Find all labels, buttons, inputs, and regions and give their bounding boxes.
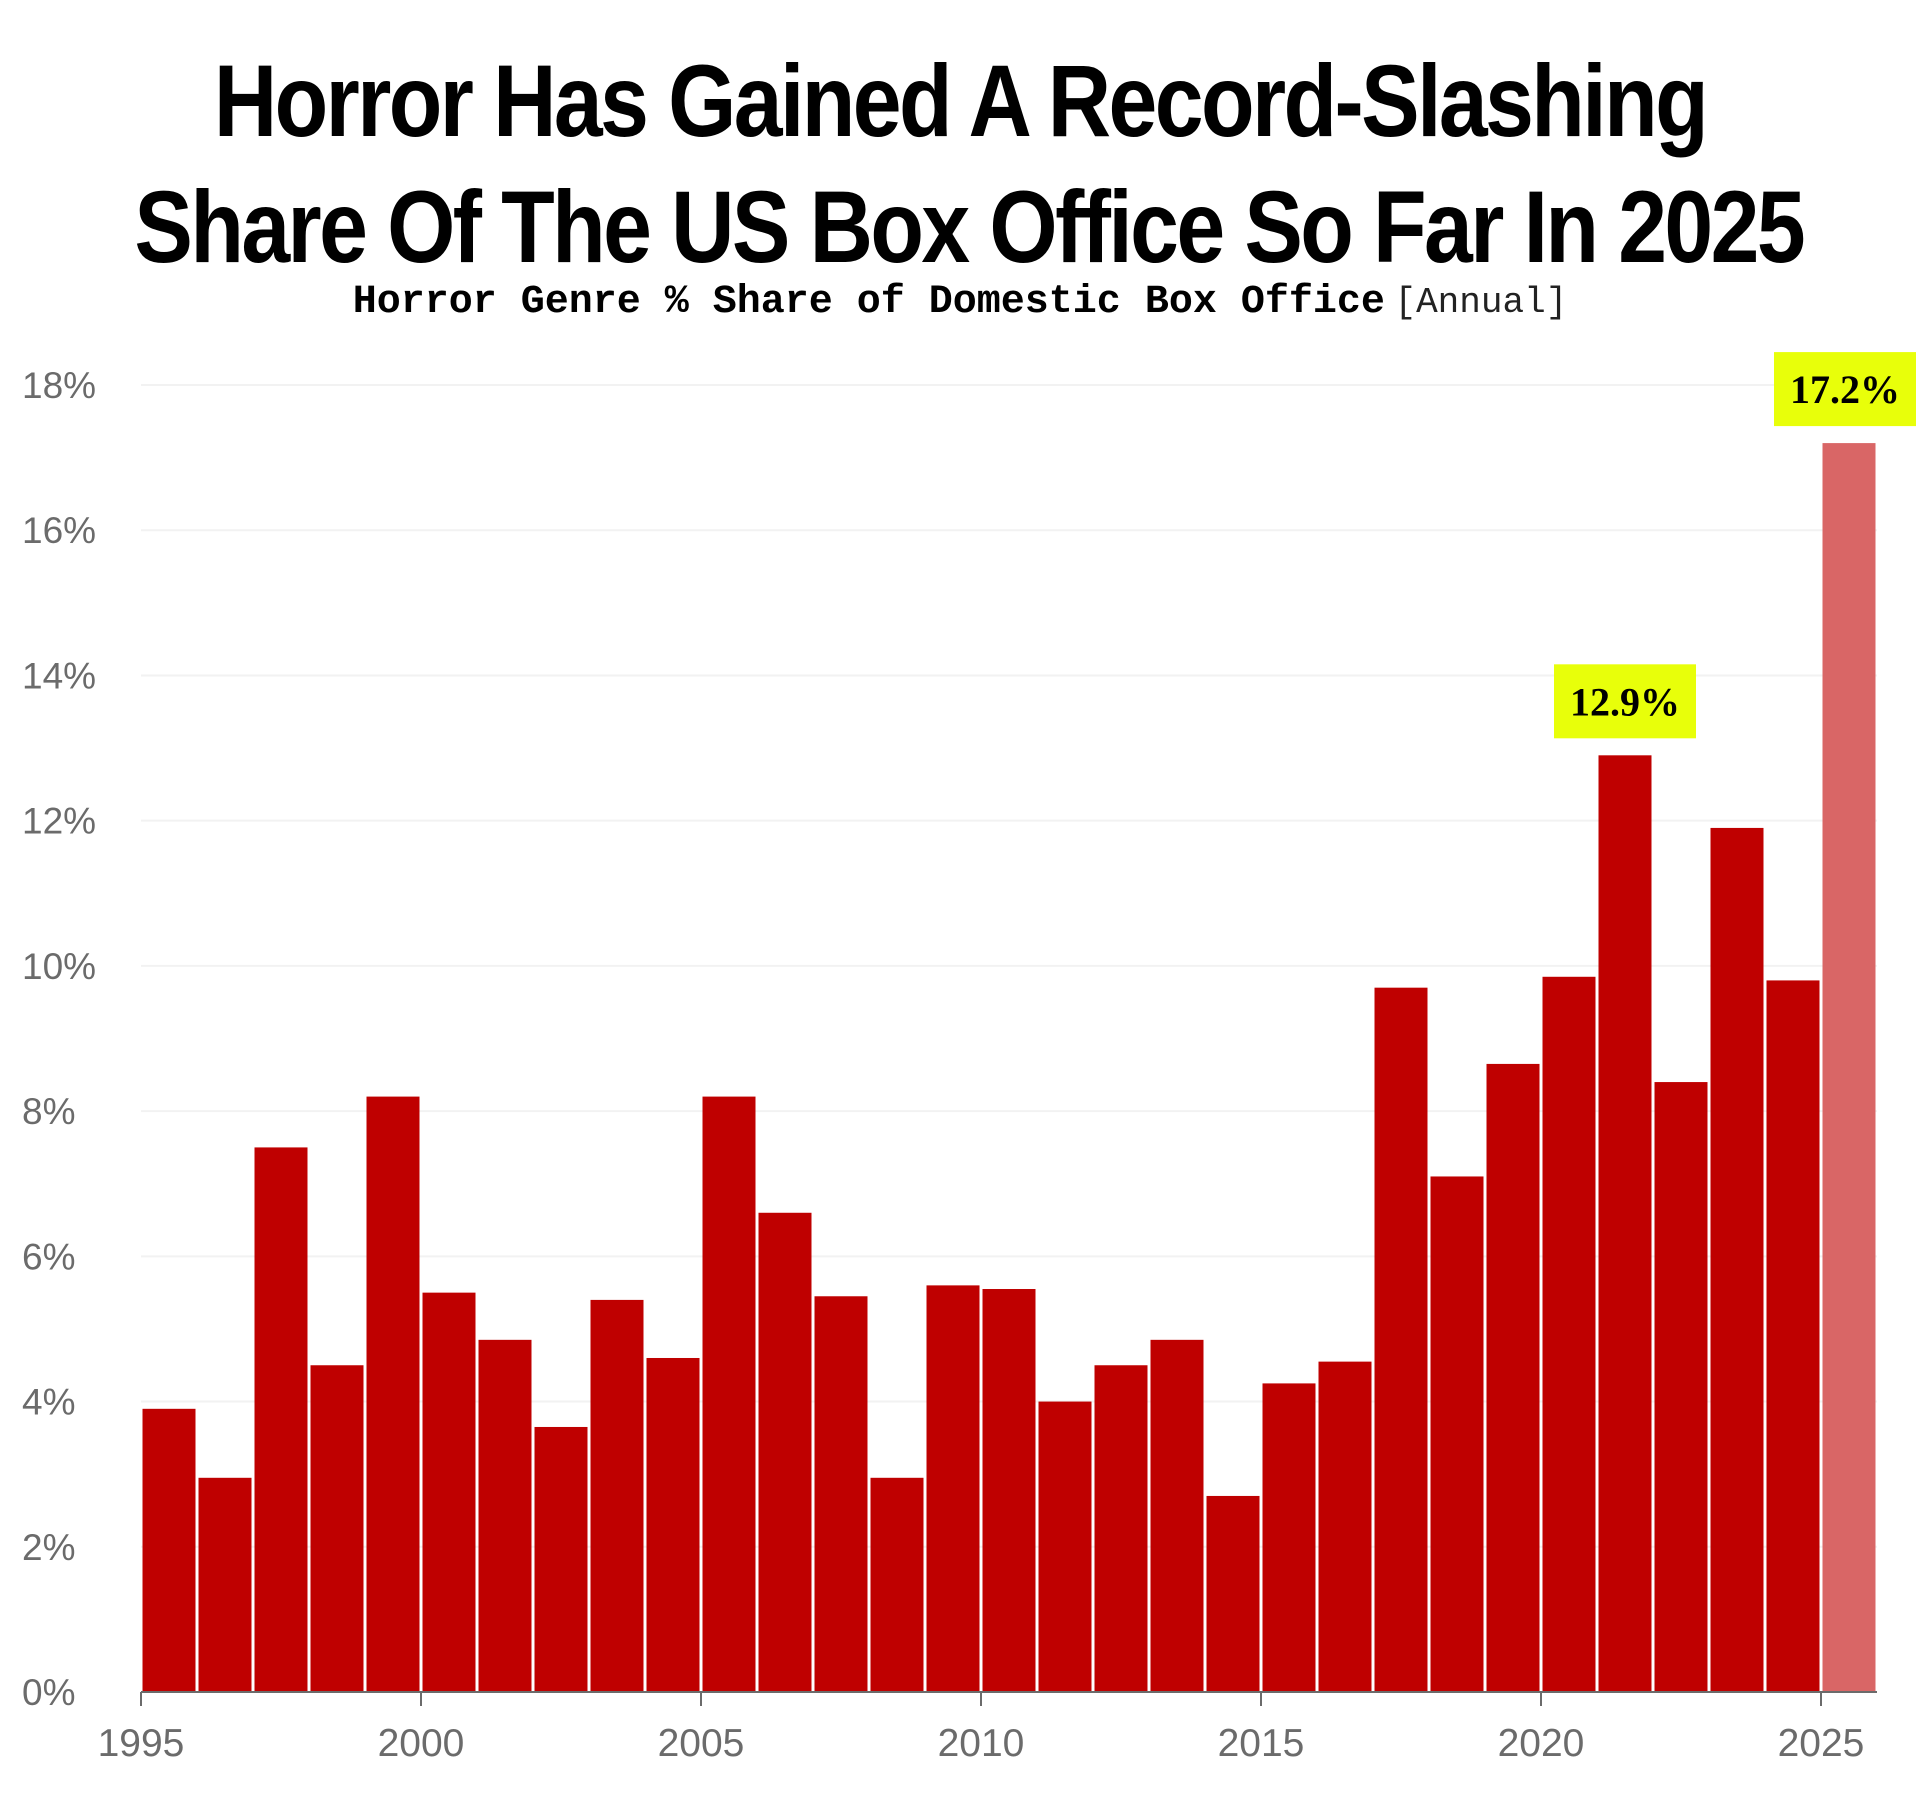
x-tick-label-2020: 2020 [1498, 1722, 1585, 1765]
y-tick-label-0pct: 0% [22, 1672, 75, 1713]
bar-2025 [1822, 443, 1876, 1693]
bar-2005 [702, 1096, 756, 1692]
chart-title: Horror Has Gained A Record-Slashing Shar… [134, 38, 1805, 290]
bar-2012 [1094, 1365, 1148, 1692]
callout-box-2025 [1774, 352, 1916, 427]
y-tick-label-8pct: 8% [22, 1091, 75, 1132]
bar-2020 [1542, 976, 1596, 1692]
callouts: 12.9% 17.2% [1554, 352, 1916, 739]
bar-1995 [142, 1408, 196, 1692]
callout-label-2021: 12.9% [1570, 679, 1680, 724]
x-tick-label-2015: 2015 [1218, 1722, 1305, 1765]
bar-2010 [982, 1289, 1036, 1692]
bar-2004 [646, 1357, 700, 1692]
bar-1997 [254, 1147, 308, 1692]
bar-2002 [534, 1426, 588, 1692]
bars [142, 443, 1876, 1693]
bar-2011 [1038, 1401, 1092, 1692]
chart-title-line-2: Share Of The US Box Office So Far In 202… [134, 170, 1805, 284]
y-tick-label-4pct: 4% [22, 1382, 75, 1423]
chart-subtitle-note: [Annual] [1394, 282, 1568, 323]
x-tick-label-1995: 1995 [98, 1722, 185, 1765]
y-tick-label-12pct: 12% [22, 801, 96, 842]
x-axis [140, 1691, 1877, 1706]
bar-2014 [1206, 1495, 1260, 1692]
x-tick-label-2005: 2005 [658, 1722, 745, 1765]
x-tick-label-2010: 2010 [938, 1722, 1025, 1765]
bar-2021 [1598, 755, 1652, 1692]
bar-2019 [1486, 1063, 1540, 1692]
y-tick-label-16pct: 16% [22, 510, 96, 551]
y-tick-label-10pct: 10% [22, 946, 96, 987]
y-tick-label-14pct: 14% [22, 655, 96, 696]
bar-2008 [870, 1477, 924, 1692]
callout-label-2025: 17.2% [1790, 367, 1900, 412]
bar-2016 [1318, 1361, 1372, 1692]
bar-2022 [1654, 1082, 1708, 1692]
bar-2007 [814, 1296, 868, 1692]
bar-1998 [310, 1365, 364, 1692]
bar-2015 [1262, 1383, 1316, 1692]
bar-2006 [758, 1212, 812, 1692]
y-axis-labels: 0% 2% 4% 6% 8% 10% 12% 14% 16% 18% [22, 365, 96, 1713]
y-tick-label-2pct: 2% [22, 1527, 75, 1568]
bar-2001 [478, 1339, 532, 1692]
callout-box-2021 [1554, 664, 1696, 739]
bar-1999 [366, 1096, 420, 1692]
bar-2023 [1710, 827, 1764, 1692]
x-tick-label-2025: 2025 [1778, 1722, 1865, 1765]
x-axis-labels: 1995 2000 2005 2010 2015 2020 2025 [98, 1722, 1865, 1765]
bar-2017 [1374, 987, 1428, 1692]
y-tick-label-6pct: 6% [22, 1236, 75, 1277]
bar-2018 [1430, 1176, 1484, 1692]
chart-title-line-1: Horror Has Gained A Record-Slashing [213, 44, 1709, 158]
bar-2024 [1766, 980, 1820, 1692]
bar-2013 [1150, 1339, 1204, 1692]
chart-subtitle-main: Horror Genre % Share of Domestic Box Off… [352, 280, 1385, 325]
x-tick-label-2000: 2000 [378, 1722, 465, 1765]
y-tick-label-18pct: 18% [22, 365, 96, 406]
chart-subtitle: Horror Genre % Share of Domestic Box Off… [0, 280, 1920, 325]
bar-1996 [198, 1477, 252, 1692]
bar-2000 [422, 1292, 476, 1692]
bar-2003 [590, 1299, 644, 1692]
bar-2009 [926, 1285, 980, 1692]
